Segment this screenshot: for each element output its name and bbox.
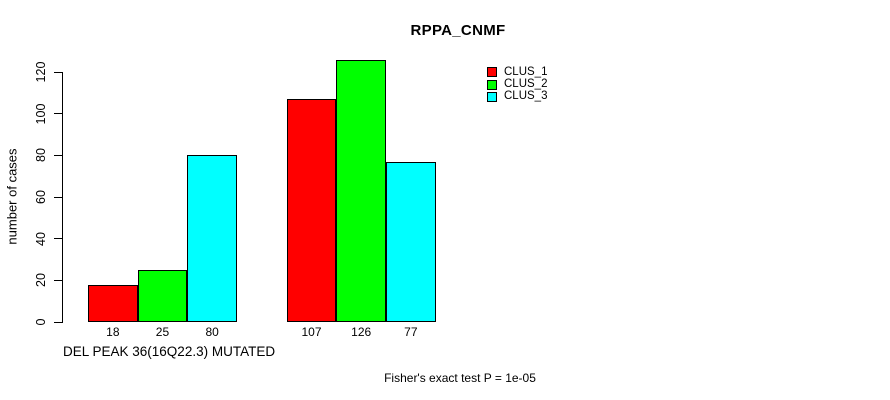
legend: CLUS_1 CLUS_2 CLUS_3 (487, 66, 547, 103)
bar-value-label: 18 (106, 325, 120, 339)
chart-title: RPPA_CNMF (410, 22, 506, 39)
legend-swatch-icon (487, 91, 497, 102)
bar-value-label: 80 (205, 325, 219, 339)
bar-value-label: 25 (155, 325, 170, 339)
legend-swatch-icon (487, 79, 497, 90)
bar-clus_2-group-2 (336, 59, 386, 322)
y-axis-tick-label: 120 (34, 61, 48, 83)
y-axis-tick (54, 113, 62, 115)
legend-item-clus_2: CLUS_2 (487, 78, 547, 90)
y-axis-tick (54, 196, 62, 198)
stat-annotation: Fisher's exact test P = 1e-05 (384, 371, 536, 385)
y-axis-tick (54, 238, 62, 240)
y-axis-tick (54, 279, 62, 281)
y-axis-tick (54, 71, 62, 73)
y-axis-tick (54, 154, 62, 156)
y-axis-tick-label: 100 (34, 103, 48, 125)
y-axis-label: number of cases (4, 148, 20, 245)
legend-label: CLUS_2 (504, 78, 548, 91)
x-axis-label: DEL PEAK 36(16Q22.3) MUTATED (63, 344, 276, 359)
y-axis-tick (54, 321, 62, 323)
legend-swatch-icon (487, 67, 497, 78)
y-axis-tick-label: 80 (34, 148, 48, 163)
bar-value-label: 77 (404, 325, 418, 339)
bar-clus_2-group-1 (137, 269, 188, 322)
y-axis-line (62, 72, 63, 323)
y-axis-tick-label: 20 (34, 273, 48, 288)
legend-item-clus_1: CLUS_1 (487, 66, 547, 78)
y-axis-tick-label: 60 (34, 190, 48, 204)
legend-label: CLUS_3 (504, 90, 548, 103)
bar-value-label: 126 (351, 325, 372, 339)
bar-clus_3-group-1 (187, 155, 237, 322)
legend-label: CLUS_1 (504, 65, 548, 78)
legend-item-clus_3: CLUS_3 (487, 91, 547, 103)
bar-clus_3-group-2 (386, 161, 436, 322)
bar-value-label: 107 (301, 325, 322, 339)
y-axis-tick-label: 40 (34, 231, 48, 246)
y-axis-tick-label: 0 (34, 318, 48, 326)
bar-clus_1-group-1 (88, 284, 138, 322)
bar-clus_1-group-2 (286, 99, 337, 322)
